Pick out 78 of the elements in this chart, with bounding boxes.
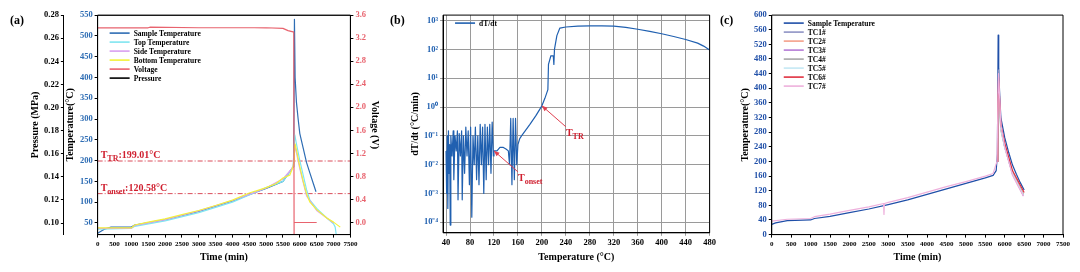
y3-tick-label: 0.20 [44,101,59,112]
y-axis-title: dT/dt (°C/min) [408,92,421,156]
y-tick-label: 600 [754,9,767,20]
y-tick-label: 10¹ [426,72,439,83]
y2-tick-label: 2.4 [355,78,367,89]
y3-tick-label: 0.14 [44,171,60,182]
y-tick-label: 320 [754,111,767,122]
y2-tick-label: 1.2 [355,147,366,158]
y3-tick-label: 0.26 [44,32,59,43]
y2-tick-label: 3.2 [355,32,366,43]
x-tick-label: 440 [679,237,693,248]
y-tick-label: 400 [79,71,93,82]
y-tick-label: 10⁻⁴ [423,216,439,227]
y-tick-label: 280 [754,126,767,137]
y-tick-label: 240 [754,141,767,151]
y-tick-label: 0 [762,228,767,239]
y-tick-label: 100 [79,196,93,207]
y-tick-label: 50 [84,217,93,228]
y-tick-label: 10⁰ [426,101,439,112]
y2-tick-label: 2.8 [355,55,366,66]
x-tick-label: 160 [511,237,525,248]
y-tick-label: 400 [754,82,767,93]
y2-tick-label: 1.6 [355,124,366,135]
y3-tick-label: 0.22 [44,78,59,89]
y-tick-label: 10² [426,43,439,54]
x-tick-label: 80 [465,237,475,248]
x-tick-label: 480 [703,237,716,248]
y3-tick-label: 0.24 [44,55,60,66]
y-tick-label: 200 [79,154,93,165]
x-tick-label: 120 [487,237,501,248]
y2-tick-label: 0.0 [355,216,366,227]
x-axis-title: Temperature (°C) [538,250,615,263]
y-tick-label: 10⁻¹ [423,130,439,141]
y-axis-title: Temperature(°C) [64,88,77,162]
y-tick-label: 200 [754,155,767,166]
y-tick-label: 300 [79,113,93,124]
text: (b) [390,13,405,27]
y-tick-label: 160 [754,170,767,181]
text: (a) [10,13,24,27]
y-tick-label: 10⁻³ [423,187,439,198]
y-tick-label: 450 [79,50,93,61]
y3-tick-label: 0.16 [44,147,59,158]
y-tick-label: 40 [758,214,767,225]
y-axis-title: Temperature(°C) [738,88,751,162]
y2-tick-label: 0.8 [355,170,366,181]
y-tick-label: 480 [754,53,767,64]
y2-tick-label: 3.6 [355,9,366,20]
x-tick-label: 280 [583,237,597,248]
y3-tick-label: 0.18 [44,124,59,135]
x-tick-label: 320 [607,237,621,248]
x-tick-label: 400 [655,237,669,248]
y2-axis-title: Voltage (V) [369,100,382,149]
y3-tick-label: 0.10 [44,217,59,228]
y-tick-label: 440 [754,67,767,78]
y-tick-label: 560 [754,23,767,34]
y-tick-label: 10³ [426,14,439,25]
x-tick-label: 360 [631,237,645,248]
y-tick-label: 350 [79,92,93,103]
y-tick-label: 120 [754,184,767,195]
y-tick-label: 250 [79,134,93,145]
y-tick-label: 550 [79,9,93,20]
y-tick-label: 150 [79,175,93,186]
y-tick-label: 80 [758,199,767,210]
y2-tick-label: 0.4 [355,193,367,204]
y2-tick-label: 2.0 [355,101,366,112]
y3-tick-label: 0.28 [44,9,59,20]
y-tick-label: 360 [754,97,767,108]
y3-axis-title: Pressure (MPa) [28,91,41,159]
y-tick-label: 500 [79,30,93,41]
text: (c) [720,13,734,27]
x-axis-title: Time (min) [200,250,248,263]
y-tick-label: 520 [754,38,767,49]
y3-tick-label: 0.12 [44,194,59,205]
x-tick-label: 200 [535,237,549,248]
x-tick-label: 240 [559,237,573,248]
y-tick-label: 10⁻² [423,158,439,169]
x-tick-label: 40 [441,237,451,248]
x-axis-title: Time (min) [893,250,942,263]
